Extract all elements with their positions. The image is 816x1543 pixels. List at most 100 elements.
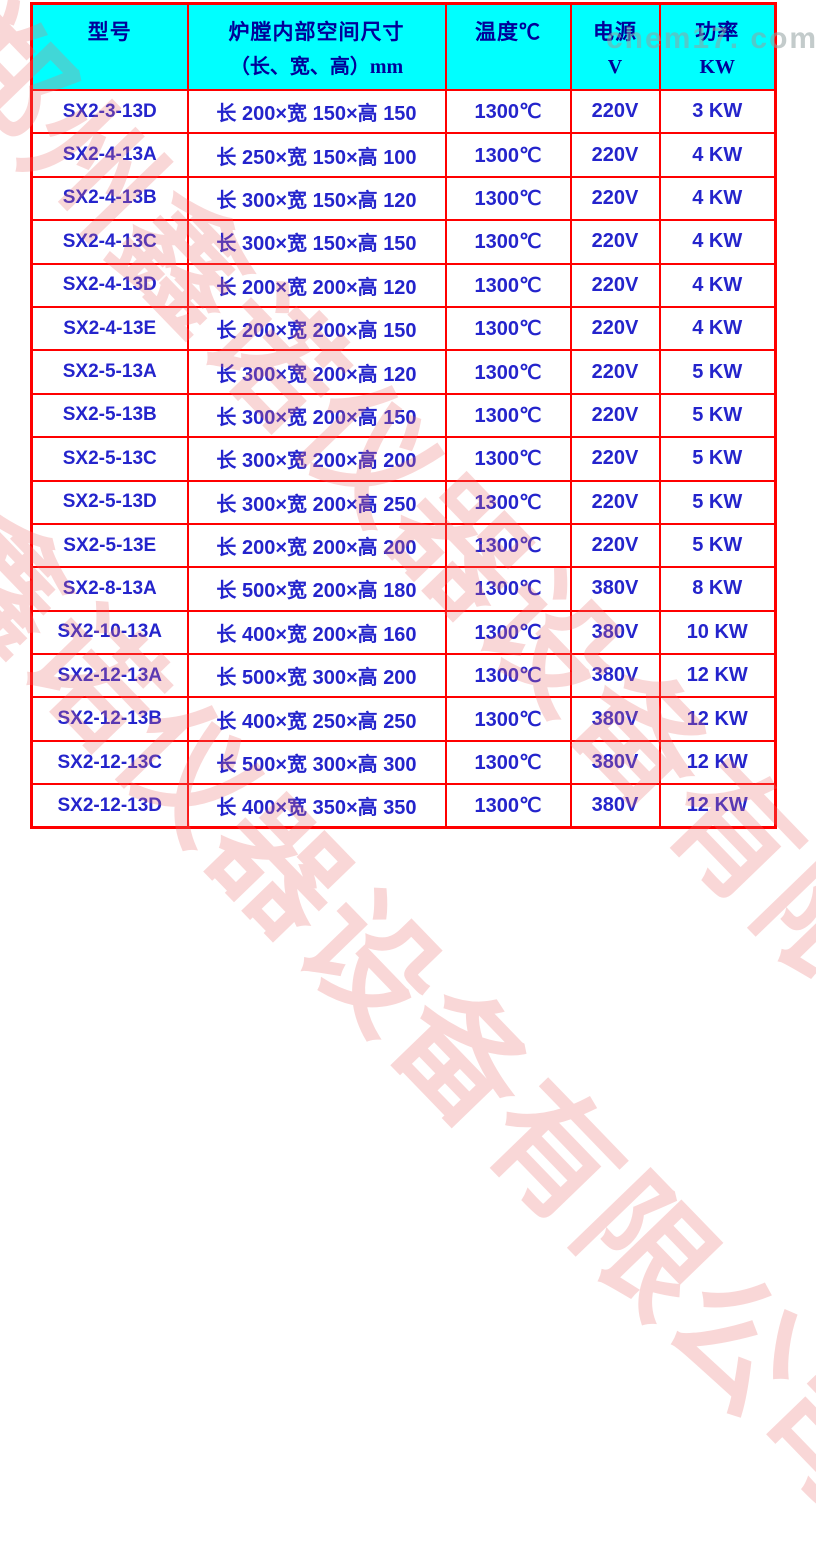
cell-dimensions: 长 500×宽 300×高 300 bbox=[186, 739, 447, 786]
cell-dimensions: 长 300×宽 200×高 120 bbox=[186, 349, 447, 395]
table-row: SX2-4-13E 长 200×宽 200×高 150 1300℃ 220V 4… bbox=[30, 305, 777, 352]
cell-power: 4 KW bbox=[658, 262, 777, 308]
cell-temperature: 1300℃ bbox=[444, 522, 572, 569]
table-row: SX2-5-13A 长 300×宽 200×高 120 1300℃ 220V 5… bbox=[30, 349, 777, 395]
cell-voltage: 220V bbox=[569, 436, 661, 482]
cell-temperature: 1300℃ bbox=[444, 175, 572, 222]
header-dimensions: 炉膛内部空间尺寸 （长、宽、高）mm bbox=[186, 2, 447, 91]
cell-voltage: 380V bbox=[569, 739, 661, 786]
header-power-sub: KW bbox=[699, 56, 736, 78]
cell-model: SX2-4-13C bbox=[30, 219, 189, 265]
cell-dimensions: 长 500×宽 300×高 200 bbox=[186, 653, 447, 699]
cell-voltage: 220V bbox=[569, 175, 661, 222]
cell-dimensions: 长 400×宽 350×高 350 bbox=[186, 783, 447, 829]
cell-temperature: 1300℃ bbox=[444, 392, 572, 439]
cell-dimensions: 长 300×宽 200×高 200 bbox=[186, 436, 447, 482]
cell-dimensions: 长 300×宽 200×高 250 bbox=[186, 479, 447, 525]
cell-power: 4 KW bbox=[658, 219, 777, 265]
cell-voltage: 380V bbox=[569, 609, 661, 656]
cell-power: 5 KW bbox=[658, 479, 777, 525]
cell-model: SX2-4-13D bbox=[30, 262, 189, 308]
cell-temperature: 1300℃ bbox=[444, 305, 572, 352]
header-temperature-label: 温度℃ bbox=[475, 21, 541, 44]
cell-power: 4 KW bbox=[658, 305, 777, 352]
cell-voltage: 220V bbox=[569, 262, 661, 308]
cell-dimensions: 长 200×宽 200×高 200 bbox=[186, 522, 447, 569]
cell-temperature: 1300℃ bbox=[444, 566, 572, 612]
cell-power: 8 KW bbox=[658, 566, 777, 612]
cell-dimensions: 长 300×宽 150×高 150 bbox=[186, 219, 447, 265]
cell-power: 5 KW bbox=[658, 522, 777, 569]
cell-temperature: 1300℃ bbox=[444, 436, 572, 482]
header-dimensions-sub: （长、宽、高）mm bbox=[229, 56, 404, 78]
table-row: SX2-12-13B 长 400×宽 250×高 250 1300℃ 380V … bbox=[30, 696, 777, 742]
cell-power: 12 KW bbox=[658, 783, 777, 829]
cell-model: SX2-4-13A bbox=[30, 132, 189, 178]
table-row: SX2-4-13C 长 300×宽 150×高 150 1300℃ 220V 4… bbox=[30, 219, 777, 265]
table-row: SX2-8-13A 长 500×宽 200×高 180 1300℃ 380V 8… bbox=[30, 566, 777, 612]
cell-power: 5 KW bbox=[658, 436, 777, 482]
cell-dimensions: 长 250×宽 150×高 100 bbox=[186, 132, 447, 178]
cell-model: SX2-12-13C bbox=[30, 739, 189, 786]
cell-power: 10 KW bbox=[658, 609, 777, 656]
cell-dimensions: 长 500×宽 200×高 180 bbox=[186, 566, 447, 612]
cell-temperature: 1300℃ bbox=[444, 88, 572, 135]
cell-power: 12 KW bbox=[658, 653, 777, 699]
cell-dimensions: 长 200×宽 200×高 120 bbox=[186, 262, 447, 308]
cell-dimensions: 长 200×宽 150×高 150 bbox=[186, 88, 447, 135]
table-row: SX2-4-13B 长 300×宽 150×高 120 1300℃ 220V 4… bbox=[30, 175, 777, 222]
header-model: 型号 bbox=[30, 2, 189, 91]
cell-voltage: 380V bbox=[569, 696, 661, 742]
cell-temperature: 1300℃ bbox=[444, 739, 572, 786]
cell-voltage: 220V bbox=[569, 132, 661, 178]
header-temperature: 温度℃ bbox=[444, 2, 572, 91]
cell-model: SX2-5-13A bbox=[30, 349, 189, 395]
cell-voltage: 220V bbox=[569, 219, 661, 265]
table-row: SX2-5-13B 长 300×宽 200×高 150 1300℃ 220V 5… bbox=[30, 392, 777, 439]
cell-temperature: 1300℃ bbox=[444, 653, 572, 699]
cell-temperature: 1300℃ bbox=[444, 609, 572, 656]
cell-temperature: 1300℃ bbox=[444, 783, 572, 829]
cell-power: 12 KW bbox=[658, 696, 777, 742]
spec-table: 型号 炉膛内部空间尺寸 （长、宽、高）mm 温度℃ 电源 V 功率 KW SX2… bbox=[30, 2, 777, 830]
cell-voltage: 220V bbox=[569, 88, 661, 135]
cell-dimensions: 长 200×宽 200×高 150 bbox=[186, 305, 447, 352]
cell-voltage: 220V bbox=[569, 349, 661, 395]
cell-model: SX2-12-13B bbox=[30, 696, 189, 742]
cell-model: SX2-5-13B bbox=[30, 392, 189, 439]
header-power: 功率 KW bbox=[658, 2, 777, 91]
table-row: SX2-5-13C 长 300×宽 200×高 200 1300℃ 220V 5… bbox=[30, 436, 777, 482]
cell-temperature: 1300℃ bbox=[444, 349, 572, 395]
header-voltage-sub: V bbox=[607, 56, 623, 78]
spec-table-body: SX2-3-13D 长 200×宽 150×高 150 1300℃ 220V 3… bbox=[30, 88, 777, 829]
cell-power: 4 KW bbox=[658, 132, 777, 178]
cell-model: SX2-5-13D bbox=[30, 479, 189, 525]
table-row: SX2-12-13A 长 500×宽 300×高 200 1300℃ 380V … bbox=[30, 653, 777, 699]
table-row: SX2-5-13D 长 300×宽 200×高 250 1300℃ 220V 5… bbox=[30, 479, 777, 525]
cell-temperature: 1300℃ bbox=[444, 219, 572, 265]
cell-power: 4 KW bbox=[658, 175, 777, 222]
cell-temperature: 1300℃ bbox=[444, 262, 572, 308]
cell-power: 12 KW bbox=[658, 739, 777, 786]
cell-voltage: 380V bbox=[569, 653, 661, 699]
cell-voltage: 220V bbox=[569, 392, 661, 439]
table-row: SX2-12-13C 长 500×宽 300×高 300 1300℃ 380V … bbox=[30, 739, 777, 786]
table-row: SX2-4-13A 长 250×宽 150×高 100 1300℃ 220V 4… bbox=[30, 132, 777, 178]
cell-model: SX2-5-13C bbox=[30, 436, 189, 482]
cell-temperature: 1300℃ bbox=[444, 696, 572, 742]
header-voltage-label: 电源 bbox=[593, 21, 637, 44]
cell-temperature: 1300℃ bbox=[444, 479, 572, 525]
cell-model: SX2-4-13B bbox=[30, 175, 189, 222]
cell-model: SX2-4-13E bbox=[30, 305, 189, 352]
cell-voltage: 220V bbox=[569, 305, 661, 352]
header-model-label: 型号 bbox=[87, 21, 132, 44]
cell-model: SX2-10-13A bbox=[30, 609, 189, 656]
cell-power: 5 KW bbox=[658, 349, 777, 395]
cell-model: SX2-12-13A bbox=[30, 653, 189, 699]
table-row: SX2-12-13D 长 400×宽 350×高 350 1300℃ 380V … bbox=[30, 783, 777, 829]
cell-voltage: 380V bbox=[569, 566, 661, 612]
cell-temperature: 1300℃ bbox=[444, 132, 572, 178]
cell-model: SX2-5-13E bbox=[30, 522, 189, 569]
cell-voltage: 380V bbox=[569, 783, 661, 829]
table-row: SX2-3-13D 长 200×宽 150×高 150 1300℃ 220V 3… bbox=[30, 88, 777, 135]
